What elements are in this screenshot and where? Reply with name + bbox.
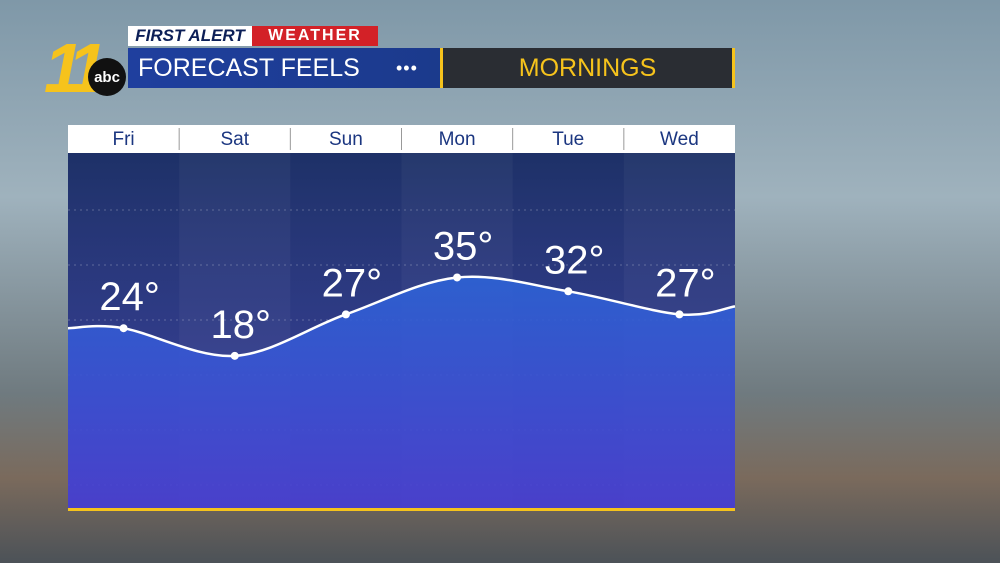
point <box>564 287 573 296</box>
day-label: Wed <box>660 129 699 150</box>
line <box>67 275 736 358</box>
subtitle: MORNINGS <box>440 48 735 88</box>
value-label: 18° <box>211 303 272 347</box>
day-label: Sun <box>329 129 363 150</box>
station-logo: 11 abc <box>44 29 128 107</box>
value-label: 35° <box>433 224 494 268</box>
point <box>675 310 684 319</box>
value-label: 27° <box>655 261 716 305</box>
day-label: Mon <box>439 129 476 150</box>
bottom-rule <box>68 508 735 511</box>
brand-first: FIRST ALERT <box>128 26 252 46</box>
day-label: Fri <box>113 129 135 150</box>
point <box>341 310 350 319</box>
value-label: 32° <box>544 238 605 282</box>
value-label: 24° <box>99 275 160 319</box>
point <box>453 273 462 282</box>
area <box>68 276 735 508</box>
title: FORECAST FEELS <box>128 48 440 88</box>
point <box>119 324 128 333</box>
dots: ••• <box>396 58 418 78</box>
logo-network: abc <box>88 58 126 96</box>
value-label: 27° <box>322 261 383 305</box>
day-label: Tue <box>552 129 584 150</box>
brand-second: WEATHER <box>252 26 378 46</box>
day-label: Sat <box>220 129 249 150</box>
point <box>230 351 239 360</box>
